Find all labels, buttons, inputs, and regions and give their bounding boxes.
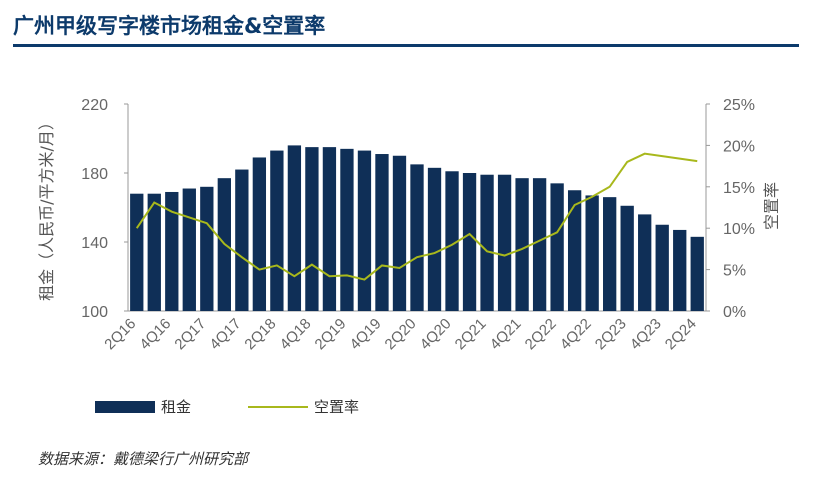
rent-bar (200, 186, 214, 311)
rent-bar (340, 148, 354, 311)
rent-bar (147, 193, 161, 311)
left-tick-label: 140 (81, 235, 108, 252)
x-tick-label: 4Q19 (347, 315, 385, 353)
right-tick-label: 0% (723, 304, 746, 321)
rent-bar (130, 193, 144, 311)
rent-bar (305, 147, 319, 311)
rent-bar (252, 157, 267, 311)
legend-vacancy: 空置率 (248, 396, 359, 417)
x-tick-label: 2Q22 (522, 315, 560, 353)
left-tick-label: 220 (81, 97, 108, 114)
rent-bar (375, 154, 389, 311)
vacancy-line (135, 152, 698, 281)
x-tick-label: 2Q20 (382, 315, 420, 353)
rent-bar (638, 214, 652, 311)
rent-bar (357, 150, 372, 311)
x-tick-label: 4Q20 (417, 315, 455, 353)
rent-bar (270, 150, 284, 311)
rent-bar (567, 190, 582, 311)
rent-bar (410, 164, 424, 311)
rent-bar (532, 178, 547, 311)
rent-bar (515, 178, 529, 311)
chart-area: 1001401802200%5%10%15%20%25%2Q164Q162Q17… (37, 97, 781, 353)
rent-bar (445, 171, 459, 311)
rent-bar (603, 197, 617, 311)
right-axis-title: 空置率 (762, 182, 781, 230)
rent-bar (673, 229, 687, 311)
left-axis-title: 租金（人民币/平方米/月） (37, 114, 56, 301)
x-tick-label: 4Q22 (557, 315, 595, 353)
rent-bar (480, 174, 494, 311)
x-tick-label: 2Q17 (171, 315, 209, 353)
legend-rent: 租金 (95, 396, 191, 417)
x-tick-label: 4Q16 (136, 315, 174, 353)
legend-vacancy-swatch (248, 405, 308, 408)
right-tick-label: 15% (723, 180, 755, 197)
right-tick-label: 20% (723, 138, 755, 155)
rent-bar (235, 169, 249, 311)
x-tick-label: 4Q17 (206, 315, 244, 353)
rent-bar (392, 155, 407, 311)
legend-vacancy-label: 空置率 (314, 398, 360, 416)
x-tick-label: 4Q21 (487, 315, 525, 353)
rent-bar (497, 174, 512, 311)
x-tick-label: 2Q23 (592, 315, 630, 353)
chart-title: 广州甲级写字楼市场租金&空置率 (13, 14, 326, 38)
right-tick-label: 5% (723, 263, 746, 280)
x-tick-label: 2Q21 (452, 315, 490, 353)
x-tick-label: 2Q18 (241, 315, 279, 353)
rent-bar (165, 191, 179, 311)
rent-bar (690, 236, 704, 311)
rent-bar (182, 188, 196, 311)
rent-bar (585, 195, 599, 311)
right-tick-label: 25% (723, 97, 755, 114)
rent-bar (655, 224, 669, 311)
rent-bar (427, 167, 442, 311)
rent-bar (462, 173, 477, 311)
source-note: 数据来源：戴德梁行广州研究部 (38, 450, 249, 468)
right-tick-label: 10% (723, 221, 755, 238)
rent-bar (287, 145, 302, 311)
x-tick-label: 4Q18 (277, 315, 315, 353)
rent-bar (322, 147, 337, 311)
left-tick-label: 180 (81, 166, 108, 183)
rent-bar (550, 183, 564, 311)
legend-rent-label: 租金 (161, 398, 192, 416)
x-tick-label: 4Q23 (627, 315, 665, 353)
rent-bar (620, 205, 634, 311)
left-tick-label: 100 (81, 304, 108, 321)
legend-rent-swatch (95, 400, 155, 413)
x-tick-label: 2Q24 (662, 315, 700, 353)
x-tick-label: 2Q19 (312, 315, 350, 353)
title-divider (13, 44, 799, 47)
